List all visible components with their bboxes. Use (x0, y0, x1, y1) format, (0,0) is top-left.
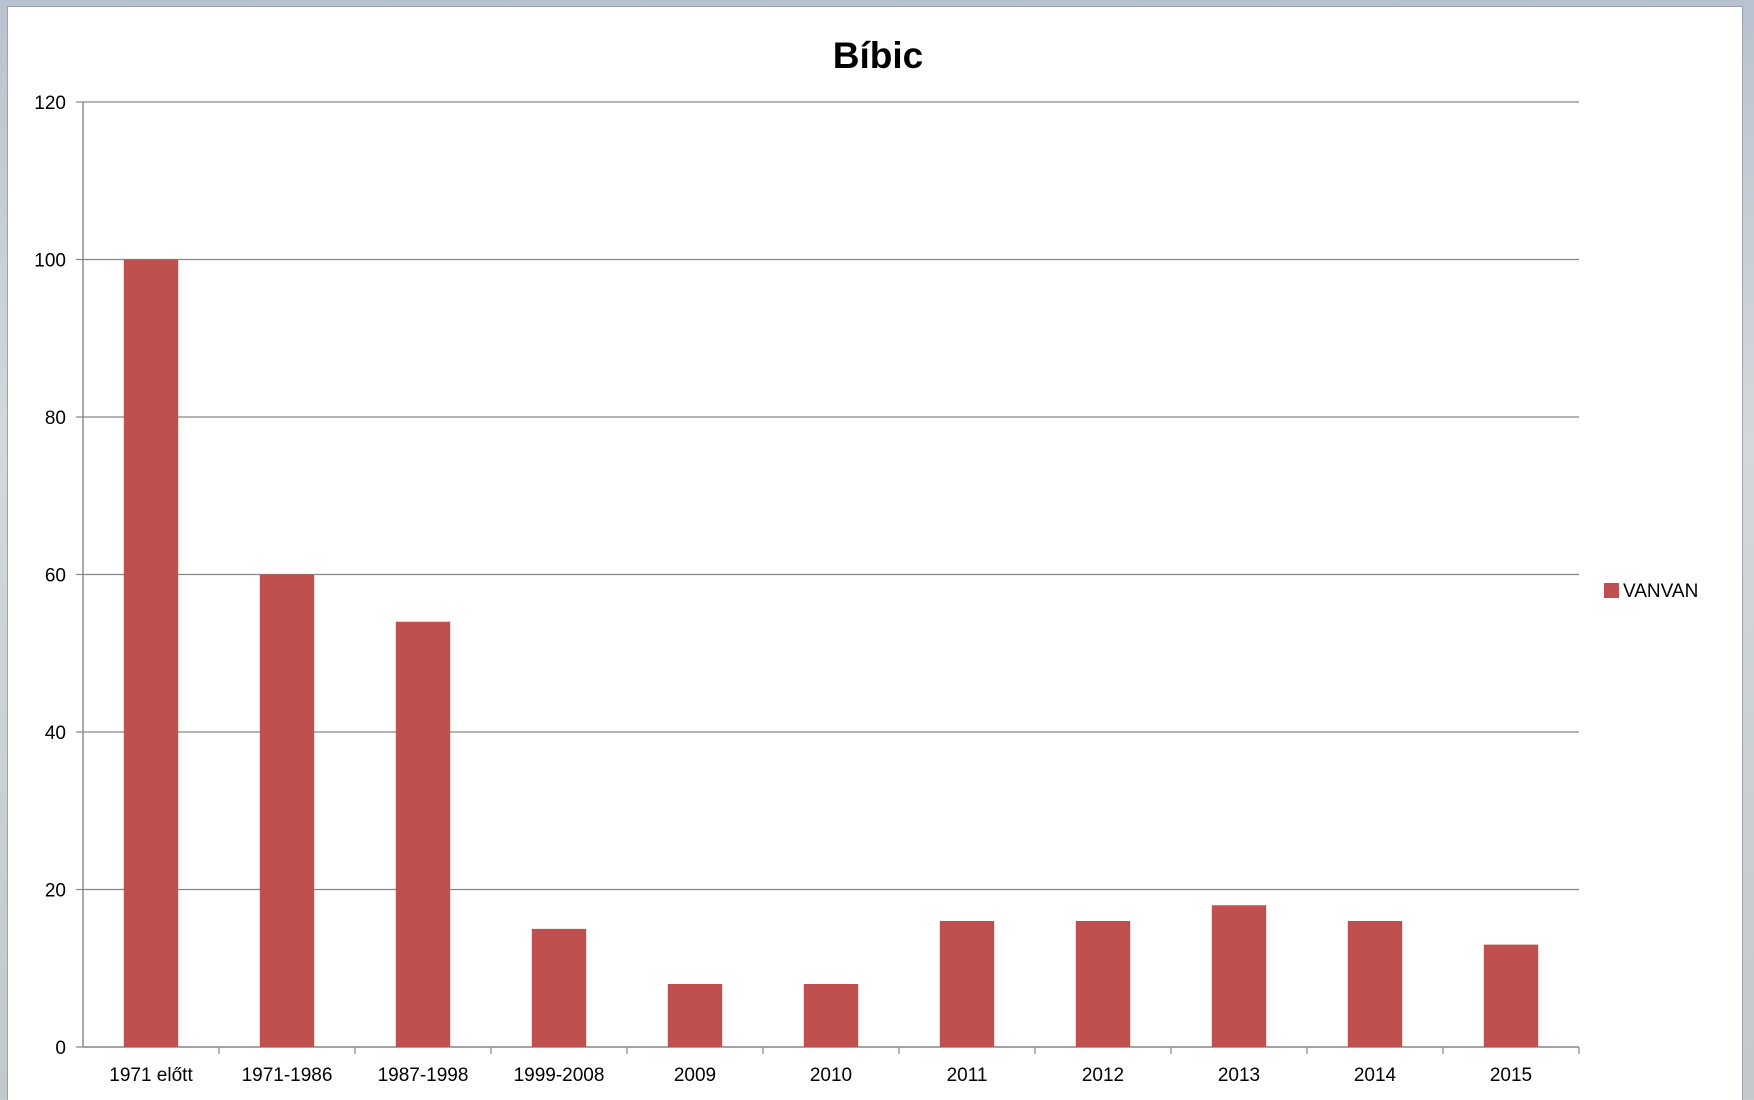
x-tick-label: 1999-2008 (514, 1065, 605, 1086)
legend: VANVAN (1604, 581, 1698, 602)
bar (939, 921, 995, 1047)
y-tick-label: 120 (34, 93, 66, 114)
bar (1483, 944, 1539, 1047)
y-tick-label: 80 (45, 408, 66, 429)
bar (395, 621, 451, 1047)
legend-label: VANVAN (1623, 581, 1698, 602)
bar (1211, 905, 1267, 1047)
y-tick-label: 0 (55, 1038, 66, 1059)
chart-area: Bíbic 1971 előtt 1971-1986 1987-1998 1999-2… (7, 6, 1743, 1100)
bar (259, 574, 315, 1047)
x-tick-label: 2015 (1490, 1065, 1532, 1086)
bar (123, 259, 179, 1047)
x-tick-label: 2014 (1354, 1065, 1397, 1086)
bar (803, 984, 859, 1047)
x-tick-label: 2011 (947, 1065, 988, 1086)
x-tick-label: 1987-1998 (378, 1065, 469, 1086)
bar (1075, 921, 1131, 1047)
x-tick-label: 1971-1986 (242, 1065, 333, 1086)
x-tick-label: 2009 (674, 1065, 716, 1086)
y-tick-label: 100 (34, 251, 66, 272)
bar (1347, 921, 1403, 1047)
x-tick-label: 2013 (1218, 1065, 1260, 1086)
y-tick-label: 40 (45, 723, 66, 744)
bar (667, 984, 723, 1047)
x-tick-label: 2010 (810, 1065, 852, 1086)
x-tick-label: 1971 előtt (109, 1065, 193, 1086)
bar-chart: Bíbic 1971 előtt 1971-1986 1987-1998 1999-2… (34, 35, 1698, 1086)
legend-swatch (1604, 583, 1619, 598)
y-tick-label: 60 (45, 566, 66, 587)
chart-title: Bíbic (833, 35, 923, 76)
y-tick-label: 20 (45, 881, 66, 902)
bar (531, 928, 587, 1047)
x-tick-label: 2012 (1082, 1065, 1124, 1086)
